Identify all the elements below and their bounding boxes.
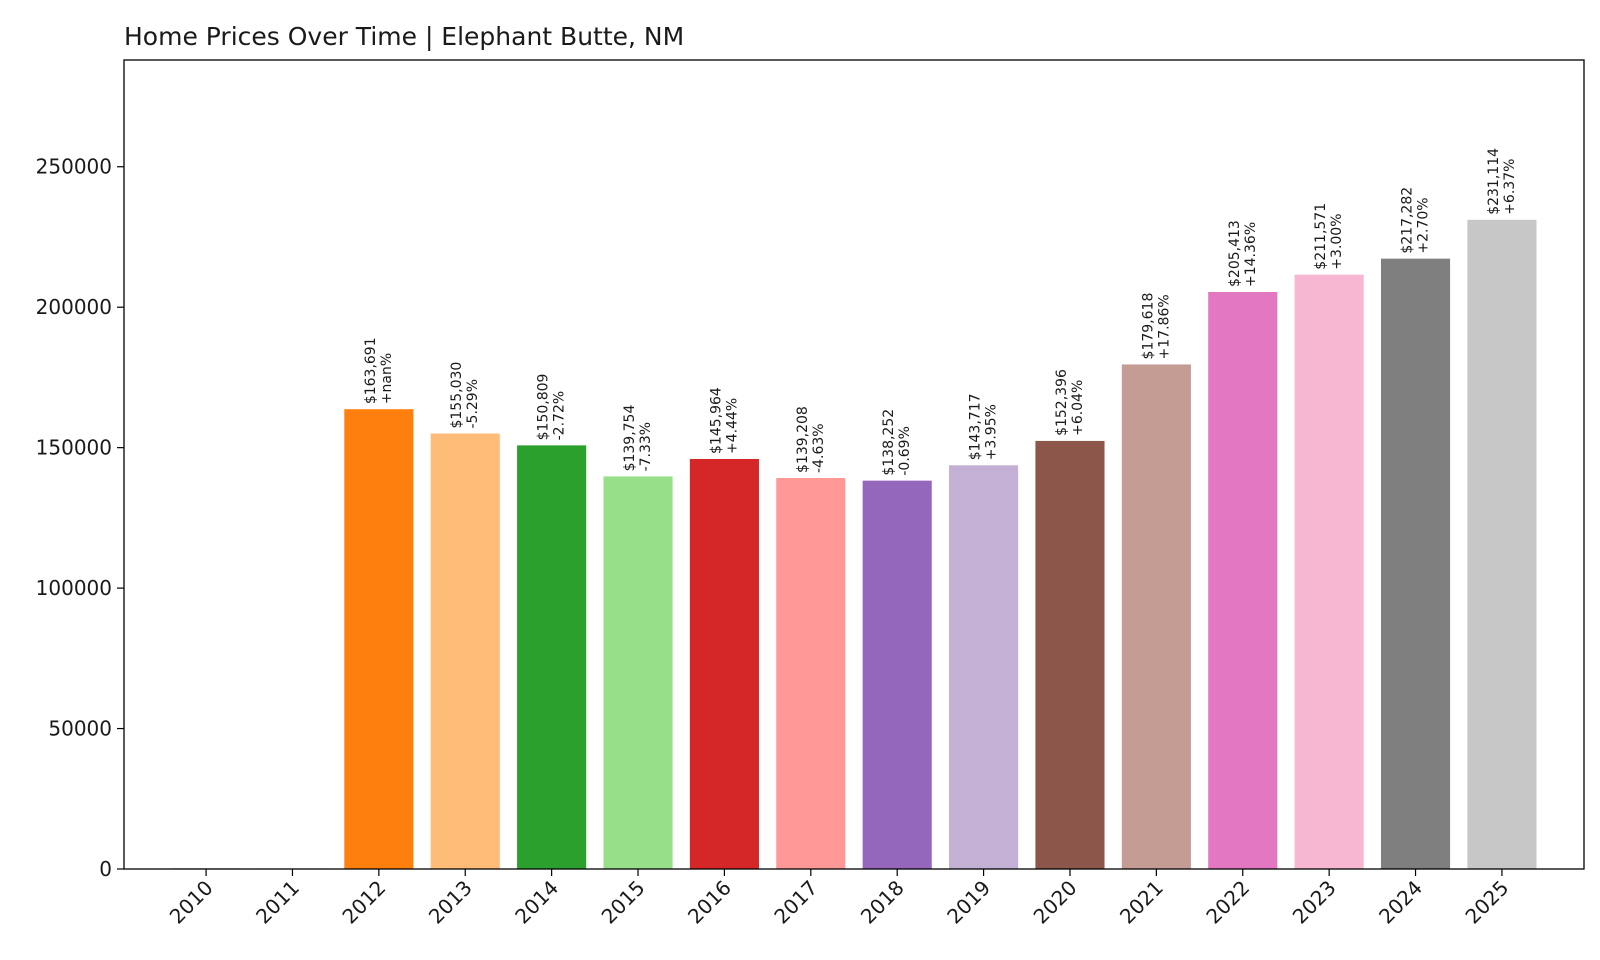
bar-value-label: $150,809 — [536, 374, 552, 441]
bar-change-label: -2.72% — [552, 391, 568, 441]
bar-2015 — [603, 476, 673, 869]
y-tick-label: 100000 — [36, 576, 112, 600]
bar-data-label: $211,571+3.00% — [1313, 203, 1345, 270]
bar-2023 — [1294, 274, 1364, 869]
bar-change-label: +17.86% — [1156, 294, 1172, 359]
x-tick-label: 2024 — [1374, 876, 1427, 929]
plot-area: 0 50000 100000 150000 200000 250000 2010 2011 20… — [36, 59, 1585, 929]
bar-value-label: $139,754 — [622, 405, 638, 472]
bar-value-label: $205,413 — [1227, 220, 1243, 287]
bar-change-label: +4.44% — [724, 398, 740, 454]
bar-value-label: $163,691 — [363, 337, 379, 404]
y-tick-label: 150000 — [36, 436, 112, 460]
bar-2013 — [430, 433, 500, 869]
bar-value-label: $139,208 — [795, 406, 811, 473]
bar-value-label: $152,396 — [1054, 369, 1070, 436]
bar-data-label: $145,964+4.44% — [708, 387, 740, 454]
bar-data-label: $179,618+17.86% — [1140, 293, 1172, 360]
bar-2021 — [1121, 364, 1191, 869]
x-tick-label: 2020 — [1029, 876, 1082, 929]
bar-2016 — [689, 458, 759, 869]
bar-change-label: +2.70% — [1416, 197, 1432, 253]
bar-value-label: $143,717 — [968, 393, 984, 460]
bar-2022 — [1208, 291, 1278, 869]
x-tick-label: 2017 — [769, 876, 822, 929]
bar-data-label: $155,030-5.29% — [449, 362, 481, 429]
x-tick-label: 2012 — [337, 876, 390, 929]
x-tick-label: 2013 — [424, 876, 477, 929]
bar-data-label: $138,252-0.69% — [881, 409, 913, 476]
bar-value-label: $217,282 — [1400, 187, 1416, 254]
bar-data-label: $150,809-2.72% — [536, 374, 568, 441]
y-tick-label: 50000 — [48, 717, 112, 741]
bar-change-label: +3.95% — [984, 404, 1000, 460]
bar-data-label: $217,282+2.70% — [1400, 187, 1432, 254]
bar-data-label: $205,413+14.36% — [1227, 220, 1259, 287]
x-tick-label: 2022 — [1201, 876, 1254, 929]
bar-2025 — [1467, 219, 1537, 870]
bar-data-label: $163,691+nan% — [363, 337, 395, 404]
bar-value-label: $155,030 — [449, 362, 465, 429]
x-tick-label: 2015 — [597, 876, 650, 929]
x-tick-label: 2014 — [510, 876, 563, 929]
x-tick-label: 2019 — [942, 876, 995, 929]
bar-value-label: $231,114 — [1486, 148, 1502, 215]
x-tick-label: 2011 — [251, 876, 304, 929]
y-tick-label: 200000 — [36, 295, 112, 319]
x-tick-label: 2010 — [165, 876, 218, 929]
x-tick-label: 2018 — [856, 876, 909, 929]
y-tick-label: 0 — [99, 857, 112, 881]
chart-title: Home Prices Over Time | Elephant Butte, … — [124, 22, 684, 51]
bar-2020 — [1035, 440, 1105, 869]
bar-change-label: +nan% — [379, 353, 395, 404]
x-tick-label: 2025 — [1460, 876, 1513, 929]
bar-value-label: $145,964 — [708, 387, 724, 454]
x-tick-label: 2021 — [1115, 876, 1168, 929]
bar-change-label: -5.29% — [465, 379, 481, 429]
bar-change-label: -7.33% — [638, 422, 654, 472]
bar-value-label: $179,618 — [1140, 293, 1156, 360]
bar-change-label: +3.00% — [1329, 213, 1345, 269]
bar-2024 — [1380, 258, 1451, 869]
bar-change-label: +6.37% — [1502, 159, 1518, 215]
y-tick-label: 250000 — [36, 155, 112, 179]
bar-2019 — [949, 465, 1019, 869]
bar-data-label: $231,114+6.37% — [1486, 148, 1518, 215]
bar-2017 — [776, 477, 846, 869]
x-tick-label: 2016 — [683, 876, 736, 929]
bar-data-label: $139,208-4.63% — [795, 406, 827, 473]
bar-value-label: $211,571 — [1313, 203, 1329, 270]
bar-change-label: -4.63% — [811, 423, 827, 473]
plot-frame — [123, 59, 1585, 870]
bar-2012 — [344, 409, 414, 869]
bar-data-label: $152,396+6.04% — [1054, 369, 1086, 436]
bar-data-label: $139,754-7.33% — [622, 405, 654, 472]
bar-value-label: $138,252 — [881, 409, 897, 476]
bar-change-label: -0.69% — [897, 426, 913, 476]
x-tick-label: 2023 — [1288, 876, 1341, 929]
bar-2018 — [862, 480, 932, 869]
bar-data-label: $143,717+3.95% — [968, 393, 1000, 460]
bar-2014 — [517, 445, 587, 869]
bar-change-label: +14.36% — [1243, 222, 1259, 287]
bar-change-label: +6.04% — [1070, 380, 1086, 436]
